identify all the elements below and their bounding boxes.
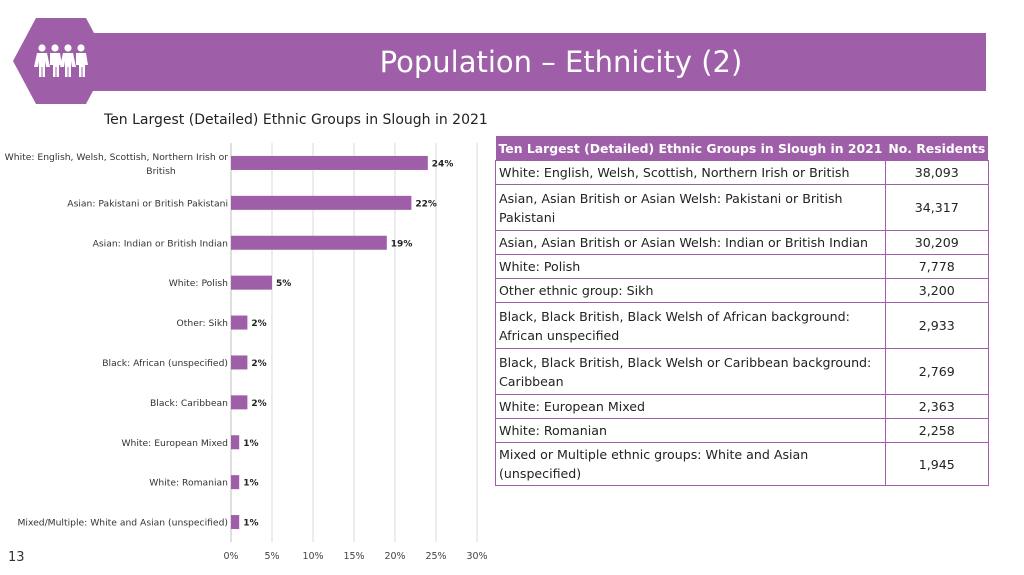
table-cell-residents: 7,778 <box>884 254 989 279</box>
table-row: Asian, Asian British or Asian Welsh: Ind… <box>495 230 989 255</box>
table-cell-residents: 34,317 <box>884 184 989 231</box>
table-row: White: European Mixed 2,363 <box>495 394 989 419</box>
data-label: 2% <box>251 399 266 409</box>
category-label: White: Polish <box>169 278 228 289</box>
table-header-residents: No. Residents <box>885 136 989 161</box>
table-cell-residents: 1,945 <box>884 442 989 486</box>
category-label: Mixed/Multiple: White and Asian (unspeci… <box>17 518 228 529</box>
table-row: White: English, Welsh, Scottish, Norther… <box>495 160 989 185</box>
page-number: 13 <box>8 550 25 565</box>
data-label: 2% <box>251 359 266 369</box>
x-tick-label: 10% <box>302 551 323 562</box>
bar <box>231 235 387 250</box>
ethnic-groups-table: Ten Largest (Detailed) Ethnic Groups in … <box>495 136 989 486</box>
x-tick-label: 25% <box>425 551 446 562</box>
category-label: Asian: Pakistani or British Pakistani <box>67 198 228 209</box>
x-tick-label: 5% <box>264 551 279 562</box>
bar <box>231 515 240 530</box>
table-row: Mixed or Multiple ethnic groups: White a… <box>495 442 989 486</box>
table-cell-group: Other ethnic group: Sikh <box>495 278 886 303</box>
title-banner <box>86 33 986 91</box>
data-label: 1% <box>243 439 258 449</box>
x-tick-label: 15% <box>343 551 364 562</box>
category-label: Black: Caribbean <box>150 398 228 409</box>
data-label: 1% <box>243 479 258 489</box>
table-header-group: Ten Largest (Detailed) Ethnic Groups in … <box>495 136 886 161</box>
data-label: 24% <box>432 159 454 169</box>
table-cell-group: Black, Black British, Black Welsh or Car… <box>495 348 886 395</box>
table-cell-group: Mixed or Multiple ethnic groups: White a… <box>495 442 886 486</box>
table-cell-group: White: Polish <box>495 254 886 279</box>
x-tick-label: 30% <box>466 551 487 562</box>
table-cell-group: Asian, Asian British or Asian Welsh: Pak… <box>495 184 886 231</box>
people-group-icon <box>13 18 109 104</box>
table-row: White: Polish 7,778 <box>495 254 989 279</box>
table-cell-residents: 2,933 <box>884 302 989 349</box>
table-cell-residents: 3,200 <box>884 278 989 303</box>
bar <box>231 155 428 170</box>
category-label: Asian: Indian or British Indian <box>93 238 229 249</box>
table-cell-group: White: European Mixed <box>495 394 886 419</box>
data-label: 2% <box>251 319 266 329</box>
table-row: Other ethnic group: Sikh 3,200 <box>495 278 989 303</box>
bar <box>231 395 248 410</box>
table-cell-residents: 2,258 <box>884 418 989 443</box>
bar <box>231 475 240 490</box>
bar <box>231 315 248 330</box>
chart-title: Ten Largest (Detailed) Ethnic Groups in … <box>104 112 488 128</box>
data-label: 1% <box>243 519 258 529</box>
table-cell-group: Black, Black British, Black Welsh of Afr… <box>495 302 886 349</box>
category-label: Other: Sikh <box>177 318 229 329</box>
table-cell-group: White: Romanian <box>495 418 886 443</box>
bar <box>231 195 412 210</box>
bar <box>231 355 248 370</box>
table-row: Black, Black British, Black Welsh of Afr… <box>495 302 989 349</box>
table-cell-residents: 2,769 <box>884 348 989 395</box>
table-row: Asian, Asian British or Asian Welsh: Pak… <box>495 184 989 231</box>
table-row: Black, Black British, Black Welsh or Car… <box>495 348 989 395</box>
category-label: White: Romanian <box>149 478 228 489</box>
page-title: Population – Ethnicity (2) <box>379 45 743 79</box>
table-cell-group: White: English, Welsh, Scottish, Norther… <box>495 160 886 185</box>
category-label: White: English, Welsh, Scottish, Norther… <box>5 152 229 177</box>
bar <box>231 435 240 450</box>
table-row: White: Romanian 2,258 <box>495 418 989 443</box>
category-label: Black: African (unspecified) <box>102 358 228 369</box>
bar <box>231 275 272 290</box>
x-tick-label: 20% <box>384 551 405 562</box>
table-cell-group: Asian, Asian British or Asian Welsh: Ind… <box>495 230 886 255</box>
table-cell-residents: 30,209 <box>884 230 989 255</box>
table-cell-residents: 2,363 <box>884 394 989 419</box>
ethnic-groups-bar-chart: 0% 5% 10% 15% 20% 25% 30% 24% White: English, We… <box>5 143 488 562</box>
x-tick-label: 0% <box>223 551 238 562</box>
data-label: 22% <box>415 199 437 209</box>
table-header-row: Ten Largest (Detailed) Ethnic Groups in … <box>495 136 989 161</box>
data-label: 5% <box>276 279 291 289</box>
data-label: 19% <box>391 239 413 249</box>
table-cell-residents: 38,093 <box>884 160 989 185</box>
category-label: White: European Mixed <box>121 438 228 449</box>
